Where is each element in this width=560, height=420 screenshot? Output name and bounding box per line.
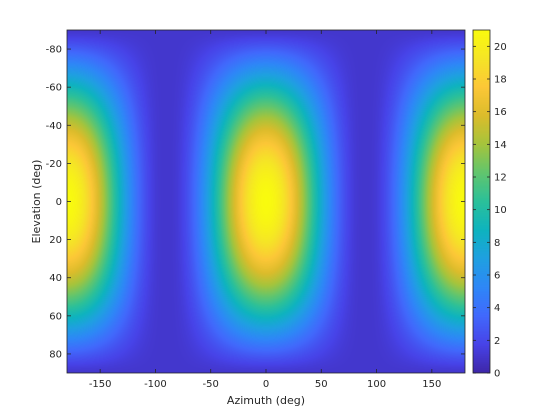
x-tick-label: 100	[367, 379, 386, 390]
x-tick-label: -50	[203, 379, 219, 390]
colorbar-tick-label: 18	[494, 75, 507, 86]
x-tick-label: -150	[89, 379, 112, 390]
y-tick-label: -20	[46, 159, 62, 170]
plot-frame	[66, 29, 466, 374]
y-axis-label: Elevation (deg)	[30, 160, 43, 244]
colorbar-tick-label: 0	[494, 369, 500, 380]
y-tick-label: -60	[46, 83, 62, 94]
heatmap-image	[67, 30, 465, 373]
colorbar-frame	[472, 29, 491, 374]
x-tick-label: 50	[315, 379, 328, 390]
x-axis-label: Azimuth (deg)	[227, 394, 305, 407]
colorbar-tick-label: 10	[494, 205, 507, 216]
colorbar-tick-label: 4	[494, 303, 500, 314]
colorbar-tick-label: 6	[494, 271, 500, 282]
x-axis-ticks: -150 -100 -50 0 50 100 150	[89, 30, 441, 390]
colorbar-tick-label: 14	[494, 140, 507, 151]
y-axis-ticks: -80 -60 -40 -20 0 20 40 60 80	[46, 45, 465, 360]
y-tick-label: 0	[56, 197, 62, 208]
y-tick-label: -40	[46, 121, 62, 132]
x-tick-label: 150	[422, 379, 441, 390]
y-tick-label: 40	[49, 273, 62, 284]
x-tick-label: -100	[144, 379, 167, 390]
x-tick-label: 0	[263, 379, 269, 390]
colorbar-tick-label: 12	[494, 173, 507, 184]
colorbar-image	[473, 30, 490, 373]
y-tick-label: 20	[49, 235, 62, 246]
colorbar-tick-label: 16	[494, 107, 507, 118]
y-tick-label: 80	[49, 349, 62, 360]
colorbar-tick-label: 20	[494, 42, 507, 53]
colorbar-tick-label: 2	[494, 336, 500, 347]
y-tick-label: -80	[46, 45, 62, 56]
y-tick-label: 60	[49, 311, 62, 322]
colorbar-tick-label: 8	[494, 238, 500, 249]
colorbar-ticks: 0 2 4 6 8 10 12 14 16 18 20	[473, 42, 507, 380]
